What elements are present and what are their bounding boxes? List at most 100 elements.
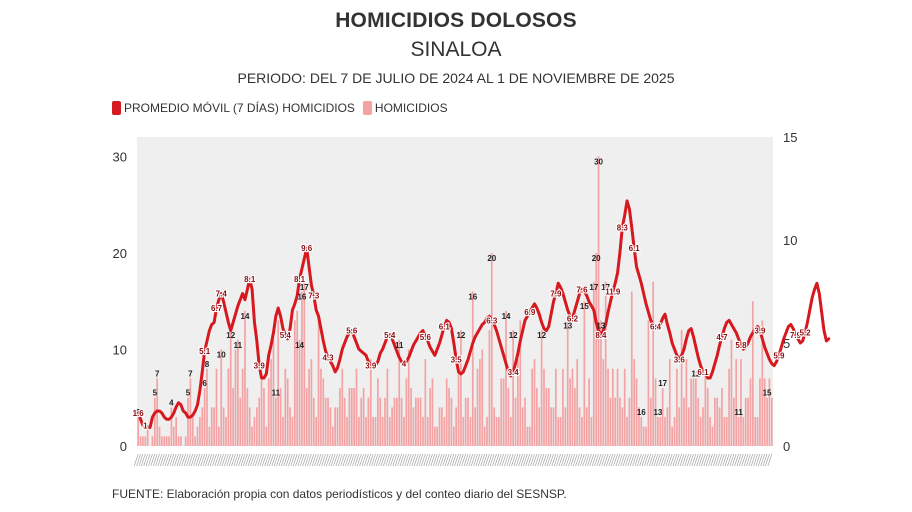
moving-average-label: 3.5 [451, 355, 463, 364]
homicide-bar [759, 378, 761, 446]
x-tick-mark [366, 453, 372, 467]
homicide-bar [374, 417, 377, 446]
homicide-bar [353, 388, 355, 446]
homicide-bar [671, 426, 673, 446]
legend-item-homicides[interactable]: HOMICIDIOS [362, 101, 448, 115]
bar-value-label: 16 [468, 293, 477, 302]
homicide-bar [405, 378, 408, 446]
x-tick-mark [136, 453, 141, 467]
x-tick-mark [152, 453, 158, 467]
x-tick-mark [143, 453, 148, 467]
x-tick-mark [326, 453, 331, 467]
homicide-bar [716, 397, 719, 446]
x-tick-mark [665, 453, 671, 467]
source-note: FUENTE: Elaboración propia con datos per… [112, 487, 567, 501]
x-tick-mark [670, 453, 675, 467]
homicide-bar [493, 407, 496, 446]
homicide-bar [308, 368, 310, 446]
x-tick-mark [228, 453, 234, 467]
homicide-bar [215, 368, 218, 446]
homicide-bar [633, 359, 636, 446]
homicide-bar [486, 417, 488, 446]
homicide-bar [298, 339, 301, 446]
homicide-bar [339, 388, 341, 446]
x-tick-mark [508, 453, 514, 467]
homicide-bar [500, 378, 503, 446]
x-tick-mark [380, 453, 386, 467]
homicide-bar [426, 417, 429, 446]
x-tick-mark [660, 453, 666, 467]
homicide-bar [142, 436, 144, 446]
homicide-bar [545, 388, 548, 446]
x-tick-mark [190, 453, 196, 467]
homicide-bar [728, 368, 730, 446]
x-tick-mark [620, 453, 625, 467]
legend-label-homicides: HOMICIDIOS [374, 101, 448, 115]
x-tick-mark [513, 453, 519, 467]
homicide-bar [163, 436, 166, 446]
homicide-bar [585, 407, 588, 446]
x-tick-mark [750, 453, 756, 467]
homicide-bar [680, 330, 683, 446]
x-tick-mark [150, 453, 156, 467]
homicide-bar [469, 417, 472, 446]
homicide-bar [483, 426, 486, 446]
x-tick-mark [392, 453, 398, 467]
homicide-bar [571, 368, 574, 446]
bar-value-label: 7 [188, 369, 193, 378]
x-tick-mark [202, 453, 208, 467]
homicide-bar [583, 301, 586, 446]
homicide-bar [229, 330, 232, 446]
x-tick-mark [701, 453, 706, 467]
homicide-bar [642, 426, 645, 446]
x-tick-mark [394, 453, 400, 467]
x-tick-mark [720, 453, 725, 467]
homicide-bar [279, 388, 282, 446]
x-tick-mark [496, 453, 502, 467]
x-tick-mark [138, 453, 144, 467]
x-tick-mark [375, 453, 381, 467]
x-tick-mark [440, 453, 445, 467]
x-tick-mark [200, 453, 205, 467]
x-tick-mark [224, 453, 229, 467]
bar-value-label: 10 [217, 350, 226, 359]
homicide-bar [358, 417, 360, 446]
homicide-bar [721, 388, 723, 446]
x-tick-mark [321, 453, 326, 467]
x-tick-mark [285, 453, 291, 467]
moving-average-label: 7.9 [790, 331, 802, 340]
x-tick-mark [544, 453, 550, 467]
homicide-bar [293, 320, 296, 446]
x-tick-mark [323, 453, 329, 467]
homicide-bar [581, 417, 583, 446]
x-tick-mark [641, 453, 647, 467]
homicide-bar [638, 407, 640, 446]
homicide-bar [151, 436, 154, 446]
legend-item-moving-average[interactable]: PROMEDIO MÓVIL (7 DÍAS) HOMICIDIOS [112, 101, 355, 115]
x-tick-mark [292, 453, 298, 467]
x-tick-mark [482, 453, 488, 467]
homicide-bar [714, 397, 716, 446]
x-tick-mark [739, 453, 744, 467]
x-tick-mark [549, 453, 554, 467]
x-tick-mark [311, 453, 317, 467]
x-tick-mark [684, 453, 690, 467]
homicide-bar [562, 368, 564, 446]
moving-average-label: 5.9 [773, 351, 785, 360]
homicide-bar [536, 388, 538, 446]
homicide-bar [315, 417, 318, 446]
moving-average-label: 7.9 [550, 290, 562, 299]
x-tick-mark [352, 453, 357, 467]
homicide-bar [317, 320, 320, 446]
homicide-bar [507, 388, 510, 446]
x-tick-mark [473, 453, 478, 467]
x-tick-mark [625, 453, 630, 467]
x-tick-mark [499, 453, 504, 467]
homicide-bar [464, 397, 467, 446]
homicide-bar [692, 378, 695, 446]
homicide-bar [320, 368, 322, 446]
homicide-bar [445, 378, 448, 446]
x-tick-mark [167, 453, 172, 467]
bar-value-label: 7 [784, 0, 789, 2]
x-tick-mark [416, 453, 421, 467]
